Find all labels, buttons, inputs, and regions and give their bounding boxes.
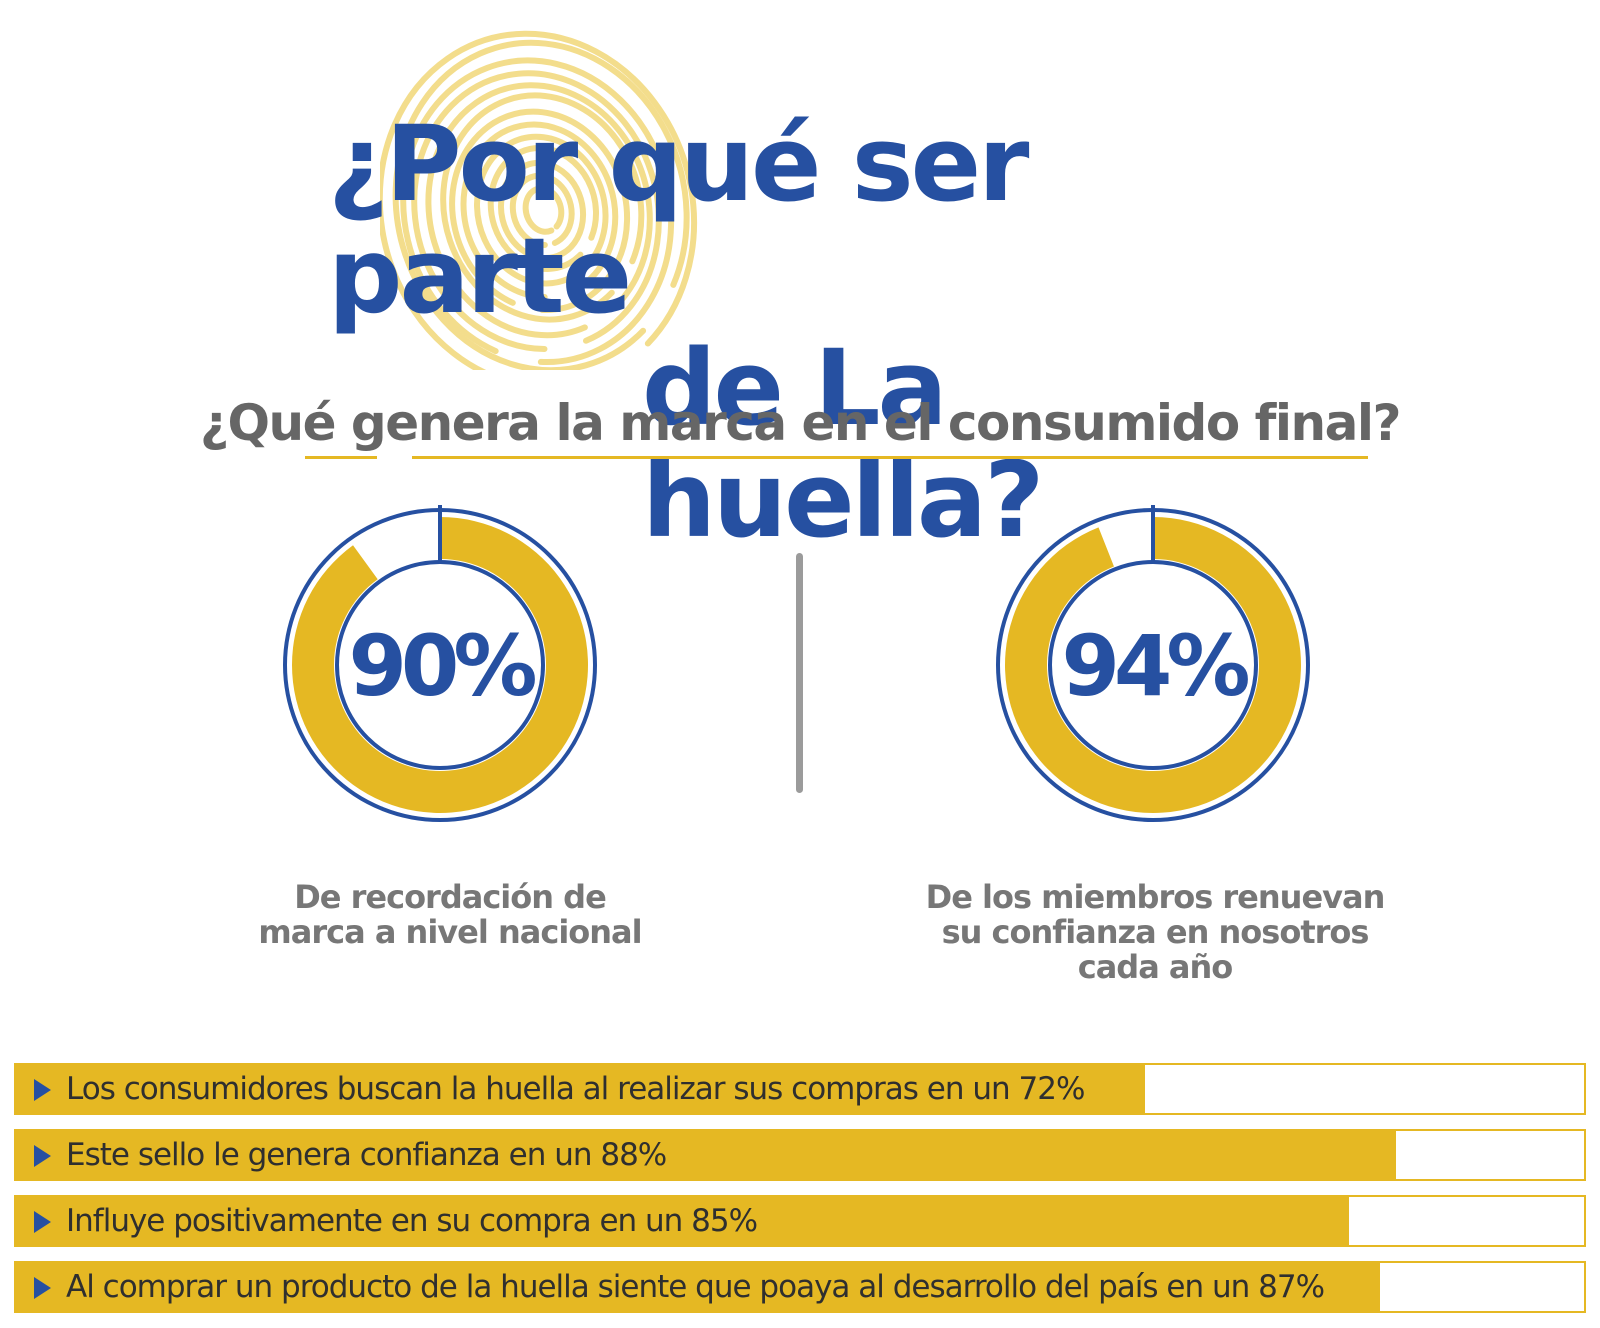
bar-fill (16, 1197, 1349, 1245)
bar-label: Al comprar un producto de la huella sien… (66, 1269, 1325, 1305)
fingerprint-ridge (425, 82, 653, 339)
subtitle: ¿Qué genera la marca en el consumido fin… (200, 394, 1401, 452)
donut-caption: De recordación de marca a nivel nacional (258, 878, 642, 951)
bar-label: Este sello le genera confianza en un 88% (66, 1137, 667, 1173)
fingerprint-ridge (487, 145, 600, 272)
bar-row: Este sello le genera confianza en un 88% (14, 1129, 1586, 1181)
bar-row: Los consumidores buscan la huella al rea… (14, 1063, 1586, 1115)
bar-row: Al comprar un producto de la huella sien… (14, 1261, 1586, 1313)
donut-center-label: 90% (348, 617, 535, 715)
fingerprint-ridge (509, 172, 575, 248)
bar-chart: Los consumidores buscan la huella al rea… (14, 1063, 1586, 1327)
title-line-1: ¿Por qué ser parte (328, 103, 1029, 337)
fingerprint-ridge (449, 108, 631, 313)
donut-caption: De los miembros renuevan su confianza en… (925, 878, 1386, 986)
donut-center-label: 94% (1061, 617, 1248, 715)
fingerprint-ridge (400, 57, 675, 366)
donut-chart-brand-recall: 90% (283, 505, 597, 822)
fingerprint-ridge (380, 30, 697, 370)
subtitle-underline (412, 456, 1368, 459)
bar-fill (16, 1065, 1145, 1113)
page-title: ¿Por qué ser parte de La huella? (300, 108, 1300, 556)
bar-row: Influye positivamente en su compra en un… (14, 1195, 1586, 1247)
fingerprint-ridge (392, 39, 690, 370)
bar-label: Influye positivamente en su compra en un… (66, 1203, 758, 1239)
divider (796, 553, 803, 793)
fingerprint-ridge (460, 121, 619, 300)
fingerprint-ridge (411, 70, 662, 352)
fingerprint-icon (380, 30, 697, 370)
subtitle-underline (305, 456, 377, 459)
bar-fill (16, 1263, 1381, 1311)
bar-label: Los consumidores buscan la huella al rea… (66, 1071, 1085, 1107)
fingerprint-ridge (498, 159, 587, 261)
bar-fill (16, 1131, 1396, 1179)
fingerprint-ridge (474, 133, 609, 287)
play-arrow-icon (34, 1145, 51, 1167)
donut-chart-member-renewal: 94% (996, 505, 1310, 822)
title-line-2: de La huella? (642, 327, 1044, 561)
fingerprint-ridge (440, 92, 645, 323)
play-arrow-icon (34, 1079, 51, 1101)
fingerprint-ridge (522, 185, 565, 235)
play-arrow-icon (34, 1211, 51, 1233)
play-arrow-icon (34, 1277, 51, 1299)
